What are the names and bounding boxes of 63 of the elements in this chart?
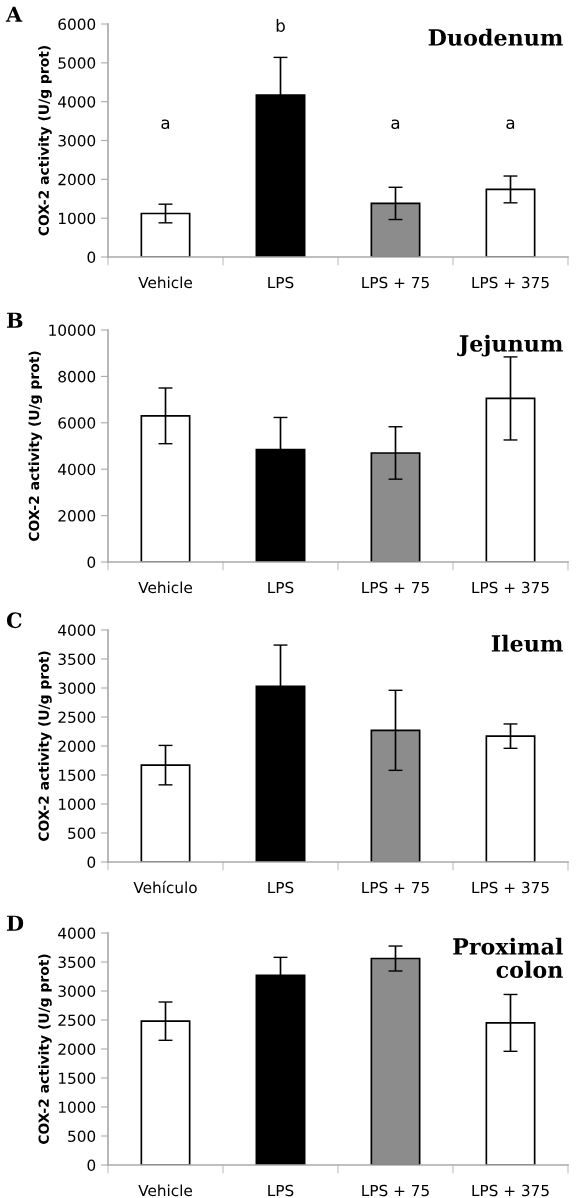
y-tick-label: 2000 — [58, 510, 96, 522]
text: A — [5, 6, 23, 22]
chart-title: Jejunum — [457, 334, 563, 357]
y-tick-label: 4000 — [58, 463, 96, 476]
y-axis-title: COX-2 activity (U/g prot) — [28, 351, 43, 542]
x-tick-label: LPS + 75 — [362, 1184, 429, 1197]
y-tick-label: 1000 — [58, 212, 96, 225]
annotation: a — [161, 119, 170, 130]
y-tick-label: 500 — [68, 1130, 96, 1143]
y-axis-title: COX-2 activity (U/g prot) — [38, 954, 52, 1145]
y-tick-label: 0 — [87, 1159, 96, 1172]
x-tick-label: Vehicle — [138, 1184, 193, 1197]
y-tick-label: 2000 — [58, 740, 96, 753]
x-tick-label: LPS — [268, 881, 294, 894]
y-axis-title: COX-2 activity (U/g prot) — [38, 45, 52, 236]
chart-title: Ileum — [491, 634, 563, 652]
x-tick-label: LPS + 75 — [362, 276, 429, 289]
x-tick-label: LPS + 75 — [362, 581, 429, 594]
x-tick-label: LPS + 375 — [472, 581, 549, 594]
y-tick-label: 3000 — [58, 985, 96, 998]
y-tick-label: 1000 — [58, 798, 96, 811]
y-tick-label: 3500 — [58, 956, 96, 969]
y-tick-label: 500 — [68, 827, 96, 840]
x-tick-label: LPS — [268, 1184, 294, 1197]
text: C — [6, 612, 22, 629]
y-tick-label: 1500 — [58, 1072, 96, 1085]
text: Proximal colon — [453, 937, 563, 979]
x-tick-label: Vehículo — [133, 880, 197, 894]
x-tick-label: LPS — [268, 581, 294, 594]
x-tick-label: LPS + 375 — [472, 881, 549, 894]
y-tick-label: 2500 — [58, 711, 96, 724]
y-tick-label: 4000 — [58, 96, 96, 108]
annotation: a — [391, 119, 400, 130]
y-tick-label: 3000 — [58, 134, 96, 147]
y-tick-label: 0 — [87, 556, 96, 569]
y-tick-label: 4000 — [58, 927, 96, 940]
chart-title: Duodenum — [428, 28, 563, 46]
y-tick-label: 6000 — [58, 417, 96, 429]
x-tick-label: LPS + 375 — [472, 276, 549, 289]
y-tick-label: 10000 — [49, 324, 96, 337]
y-tick-label: 8000 — [58, 370, 96, 383]
y-tick-label: 2500 — [58, 1014, 96, 1027]
y-tick-label: 0 — [87, 856, 96, 869]
annotation: a — [506, 119, 515, 130]
x-tick-label: Vehicle — [138, 276, 193, 289]
y-tick-label: 6000 — [58, 18, 96, 31]
annotation: b — [276, 19, 285, 32]
x-tick-label: LPS — [268, 276, 294, 289]
y-tick-label: 1000 — [58, 1101, 96, 1114]
y-tick-label: 2000 — [58, 1043, 96, 1056]
y-tick-label: 5000 — [58, 57, 96, 69]
y-tick-label: 3000 — [58, 682, 96, 695]
text: B — [6, 312, 23, 328]
y-axis-title: COX-2 activity (U/g prot) — [38, 651, 52, 842]
y-tick-label: 3500 — [58, 653, 96, 666]
y-tick-label: 0 — [87, 251, 96, 264]
x-tick-label: LPS + 75 — [362, 881, 429, 894]
y-tick-label: 1500 — [58, 769, 96, 782]
y-tick-label: 4000 — [58, 624, 96, 637]
x-tick-label: Vehicle — [138, 581, 193, 594]
text: D — [6, 915, 24, 931]
y-tick-label: 2000 — [58, 173, 96, 186]
x-tick-label: LPS + 375 — [472, 1184, 549, 1197]
